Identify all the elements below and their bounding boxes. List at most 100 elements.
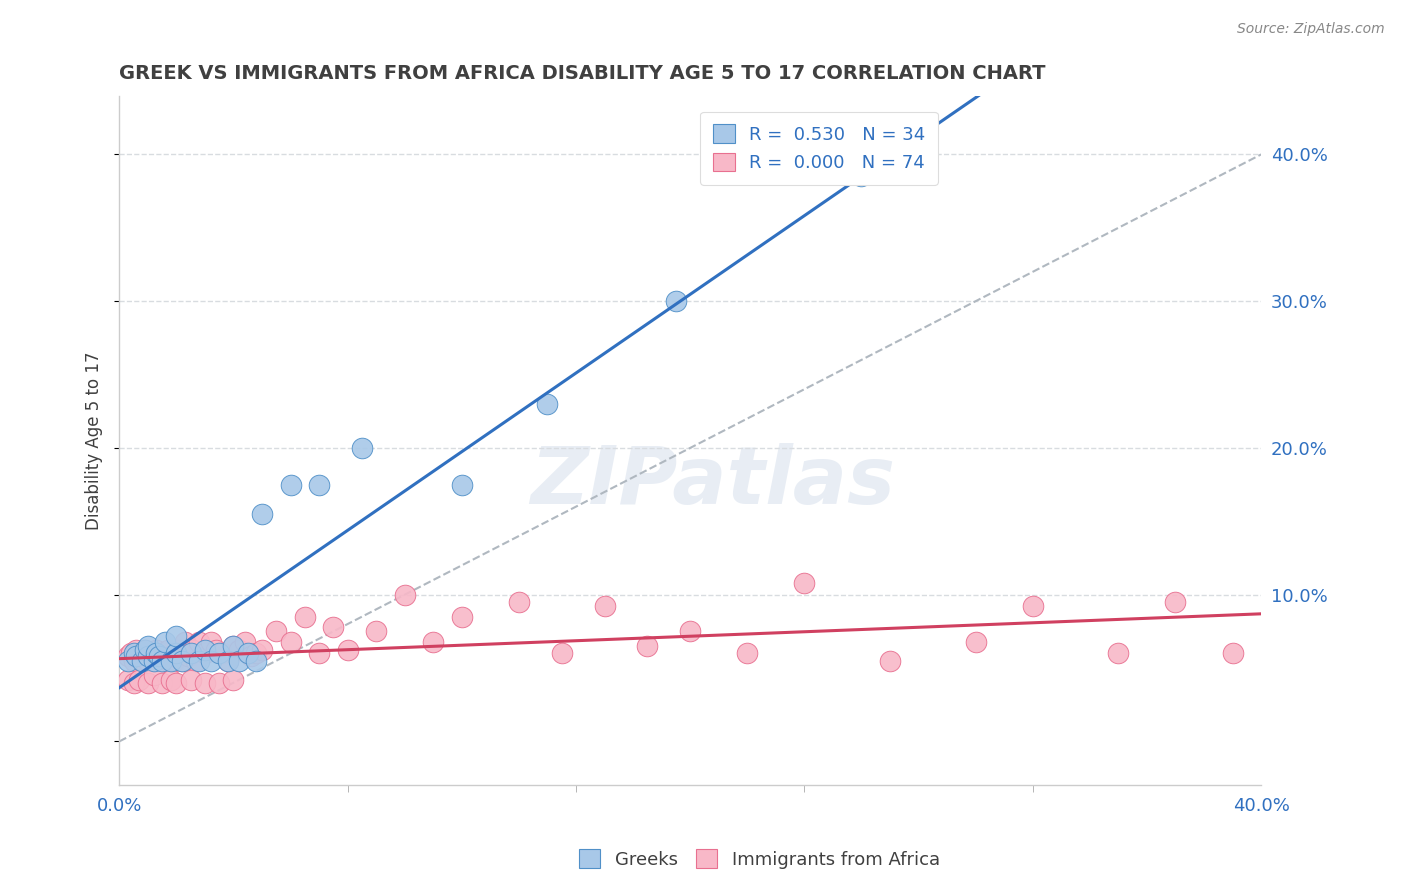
Point — [136, 675, 159, 690]
Point — [679, 624, 702, 639]
Point — [450, 609, 472, 624]
Point — [170, 654, 193, 668]
Point — [142, 654, 165, 668]
Point — [120, 646, 142, 660]
Point — [165, 646, 187, 660]
Point — [117, 654, 139, 668]
Point — [162, 654, 184, 668]
Point — [136, 654, 159, 668]
Point — [194, 643, 217, 657]
Point — [450, 477, 472, 491]
Point — [217, 654, 239, 668]
Point — [322, 620, 344, 634]
Text: ZIPatlas: ZIPatlas — [530, 443, 896, 521]
Point — [148, 649, 170, 664]
Point — [665, 294, 688, 309]
Point — [250, 507, 273, 521]
Point — [250, 643, 273, 657]
Point — [125, 643, 148, 657]
Point — [264, 624, 287, 639]
Point — [174, 634, 197, 648]
Point — [366, 624, 388, 639]
Point — [153, 646, 176, 660]
Point — [142, 654, 165, 668]
Point — [150, 654, 173, 668]
Point — [394, 588, 416, 602]
Point — [142, 668, 165, 682]
Point — [222, 639, 245, 653]
Point — [131, 646, 153, 660]
Point — [350, 441, 373, 455]
Point — [122, 654, 145, 668]
Point — [122, 675, 145, 690]
Point — [245, 646, 267, 660]
Point — [1022, 599, 1045, 614]
Point — [188, 654, 211, 668]
Point — [188, 634, 211, 648]
Point — [200, 654, 222, 668]
Point — [194, 646, 217, 660]
Point — [228, 654, 250, 668]
Y-axis label: Disability Age 5 to 17: Disability Age 5 to 17 — [86, 351, 103, 530]
Point — [136, 639, 159, 653]
Point — [228, 643, 250, 657]
Point — [117, 649, 139, 664]
Point — [194, 675, 217, 690]
Point — [965, 634, 987, 648]
Legend: R =  0.530   N = 34, R =  0.000   N = 74: R = 0.530 N = 34, R = 0.000 N = 74 — [700, 112, 938, 185]
Point — [239, 649, 262, 664]
Point — [159, 649, 181, 664]
Point — [1222, 646, 1244, 660]
Point — [593, 599, 616, 614]
Point — [222, 673, 245, 687]
Point — [294, 609, 316, 624]
Point — [217, 654, 239, 668]
Point — [208, 675, 231, 690]
Point — [177, 649, 200, 664]
Point — [280, 634, 302, 648]
Point — [128, 673, 150, 687]
Point — [422, 634, 444, 648]
Point — [180, 646, 202, 660]
Point — [222, 639, 245, 653]
Point — [165, 646, 187, 660]
Point — [159, 654, 181, 668]
Point — [145, 643, 167, 657]
Point — [150, 675, 173, 690]
Point — [1164, 595, 1187, 609]
Point — [170, 654, 193, 668]
Point — [737, 646, 759, 660]
Point — [117, 673, 139, 687]
Point — [180, 673, 202, 687]
Point — [167, 643, 190, 657]
Legend: Greeks, Immigrants from Africa: Greeks, Immigrants from Africa — [571, 842, 948, 876]
Point — [508, 595, 530, 609]
Point — [136, 646, 159, 660]
Point — [793, 576, 815, 591]
Point — [879, 654, 901, 668]
Point — [180, 646, 202, 660]
Point — [165, 675, 187, 690]
Point — [122, 646, 145, 660]
Point — [134, 643, 156, 657]
Point — [536, 397, 558, 411]
Point — [139, 649, 162, 664]
Point — [153, 634, 176, 648]
Point — [280, 477, 302, 491]
Point — [148, 649, 170, 664]
Point — [636, 639, 658, 653]
Point — [125, 649, 148, 664]
Point — [136, 649, 159, 664]
Text: Source: ZipAtlas.com: Source: ZipAtlas.com — [1237, 22, 1385, 37]
Point — [131, 654, 153, 668]
Point — [145, 646, 167, 660]
Point — [205, 643, 228, 657]
Point — [1107, 646, 1129, 660]
Point — [233, 634, 256, 648]
Point — [159, 673, 181, 687]
Point — [211, 646, 233, 660]
Point — [236, 646, 259, 660]
Point — [336, 643, 359, 657]
Point — [128, 649, 150, 664]
Point — [165, 629, 187, 643]
